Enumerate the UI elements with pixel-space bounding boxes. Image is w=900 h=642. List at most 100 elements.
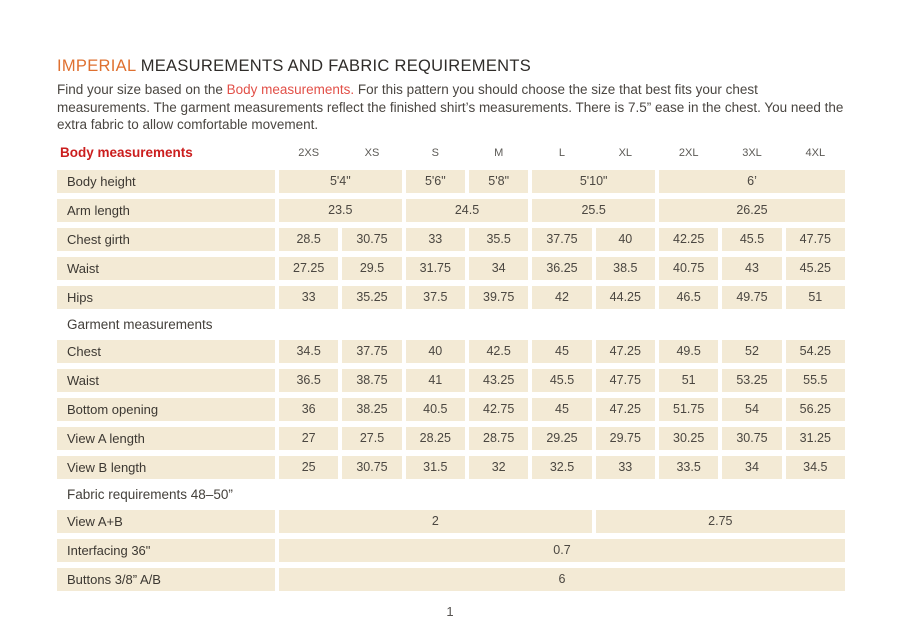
- size-header-xl: XL: [618, 146, 633, 159]
- value-cell: 34: [722, 455, 782, 479]
- page-title: IMPERIAL MEASUREMENTS AND FABRIC REQUIRE…: [57, 56, 845, 76]
- row-label-waist: Waist: [57, 368, 275, 392]
- body-measurements-header: Body measurements: [60, 144, 193, 160]
- page-number: 1: [446, 604, 454, 619]
- value-cell: 38.25: [342, 397, 402, 421]
- value-cell: 51: [658, 368, 719, 392]
- value-cell: 51.75: [658, 397, 719, 421]
- value-cell: 47.25: [595, 339, 655, 363]
- value-cell: 49.5: [658, 339, 719, 363]
- value-cell: 52: [722, 339, 782, 363]
- value-cell: 40: [595, 227, 655, 251]
- value-cell: 32: [468, 455, 529, 479]
- table-row-waist: Waist 27.25 29.5 31.75 34 36.25 38.5 40.75 43 45.…: [57, 256, 845, 280]
- value-cell: 54: [722, 397, 782, 421]
- value-cell: 27.5: [342, 426, 402, 450]
- value-cell: 6: [279, 567, 845, 591]
- value-cell: 25: [279, 455, 339, 479]
- table-row-view-a-length: View A length 27 27.5 28.25 28.75 29.25 29.75 3…: [57, 426, 845, 450]
- size-header-3xl: 3XL: [742, 146, 762, 159]
- table-row-body-height: Body height 5'4" 5'6" 5'8" 5'10" 6’: [57, 169, 845, 193]
- value-cell: 27.25: [279, 256, 339, 280]
- value-cell: 34: [468, 256, 529, 280]
- value-cell: 47.25: [595, 397, 655, 421]
- value-cell: 36.5: [279, 368, 339, 392]
- value-cell: 55.5: [785, 368, 845, 392]
- row-label-body-height: Body height: [57, 169, 275, 193]
- table-row-buttons-3-8-a-b: Buttons 3/8” A/B 6: [57, 567, 845, 591]
- value-cell: 42: [532, 285, 592, 309]
- value-cell: 37.5: [405, 285, 465, 309]
- intro-paragraph: Find your size based on the Body measure…: [57, 81, 849, 134]
- value-cell: 43: [722, 256, 782, 280]
- value-cell: 2: [279, 509, 592, 533]
- value-cell: 5'10": [532, 169, 655, 193]
- size-header-4xl: 4XL: [805, 146, 826, 159]
- size-header-m: M: [494, 146, 504, 159]
- value-cell: 5'6": [405, 169, 465, 193]
- value-cell: 30.25: [658, 426, 719, 450]
- value-cell: 30.75: [722, 426, 782, 450]
- value-cell: 28.5: [279, 227, 339, 251]
- table-row-chest-girth: Chest girth 28.5 30.75 33 35.5 37.75 40 42.25 45…: [57, 227, 845, 251]
- value-cell: 39.75: [468, 285, 529, 309]
- value-cell: 31.25: [785, 426, 845, 450]
- value-cell: 0.7: [279, 538, 845, 562]
- size-header-2xl: 2XL: [678, 146, 699, 159]
- value-cell: 47.75: [785, 227, 845, 251]
- value-cell: 40.5: [405, 397, 465, 421]
- row-label-interfacing-36: Interfacing 36": [57, 538, 275, 562]
- row-label-chest: Chest: [57, 339, 275, 363]
- value-cell: 47.75: [595, 368, 655, 392]
- value-cell: 40.75: [658, 256, 719, 280]
- intro-text-post: For this pattern you should choose the s…: [57, 82, 844, 133]
- intro-text-pre: Find your size based on the: [57, 82, 227, 97]
- value-cell: 25.5: [532, 198, 655, 222]
- value-cell: 51: [785, 285, 845, 309]
- value-cell: 53.25: [722, 368, 782, 392]
- value-cell: 29.75: [595, 426, 655, 450]
- value-cell: 36.25: [532, 256, 592, 280]
- measurements-table: Body measurements 2XS XS S M L XL 2XL 3XL 4XL Body…: [57, 143, 845, 591]
- value-cell: 6’: [658, 169, 845, 193]
- value-cell: 28.25: [405, 426, 465, 450]
- table-row-interfacing-36: Interfacing 36" 0.7: [57, 538, 845, 562]
- section-title-fabric-requirements-48-50: Fabric requirements 48–50”: [67, 486, 233, 502]
- size-header-s: S: [431, 146, 439, 159]
- value-cell: 54.25: [785, 339, 845, 363]
- value-cell: 45: [532, 397, 592, 421]
- value-cell: 28.75: [468, 426, 529, 450]
- value-cell: 24.5: [405, 198, 529, 222]
- table-row-waist: Waist 36.5 38.75 41 43.25 45.5 47.75 51 53.25 55.…: [57, 368, 845, 392]
- value-cell: 36: [279, 397, 339, 421]
- value-cell: 23.5: [279, 198, 402, 222]
- value-cell: 42.75: [468, 397, 529, 421]
- value-cell: 42.5: [468, 339, 529, 363]
- value-cell: 34.5: [279, 339, 339, 363]
- value-cell: 29.25: [532, 426, 592, 450]
- value-cell: 33: [595, 455, 655, 479]
- value-cell: 42.25: [658, 227, 719, 251]
- value-cell: 38.5: [595, 256, 655, 280]
- value-cell: 40: [405, 339, 465, 363]
- value-cell: 34.5: [785, 455, 845, 479]
- row-label-hips: Hips: [57, 285, 275, 309]
- row-label-arm-length: Arm length: [57, 198, 275, 222]
- value-cell: 41: [405, 368, 465, 392]
- row-label-view-b-length: View B length: [57, 455, 275, 479]
- value-cell: 33: [405, 227, 465, 251]
- value-cell: 45.5: [722, 227, 782, 251]
- value-cell: 35.5: [468, 227, 529, 251]
- row-label-waist: Waist: [57, 256, 275, 280]
- value-cell: 26.25: [658, 198, 845, 222]
- value-cell: 45.5: [532, 368, 592, 392]
- value-cell: 35.25: [342, 285, 402, 309]
- value-cell: 30.75: [342, 455, 402, 479]
- table-row-chest: Chest 34.5 37.75 40 42.5 45 47.25 49.5 52 54.25: [57, 339, 845, 363]
- table-row-view-a-b: View A+B 2 2.75: [57, 509, 845, 533]
- value-cell: 37.75: [342, 339, 402, 363]
- value-cell: 37.75: [532, 227, 592, 251]
- row-label-chest-girth: Chest girth: [57, 227, 275, 251]
- table-row-arm-length: Arm length 23.5 24.5 25.5 26.25: [57, 198, 845, 222]
